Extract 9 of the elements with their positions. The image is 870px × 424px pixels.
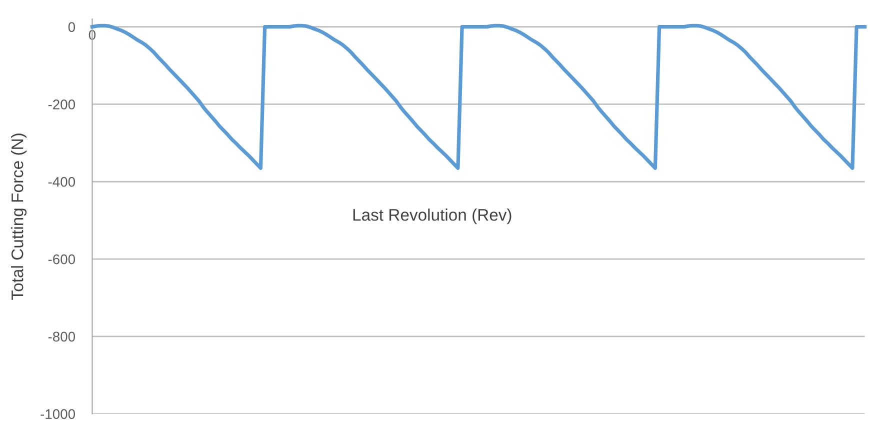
y-tick-label: -800 <box>48 332 76 342</box>
line-series <box>90 24 867 170</box>
y-tick-label: -400 <box>48 176 76 187</box>
y-tick-label: -1000 <box>40 409 76 419</box>
y-tick-label: -200 <box>48 100 76 110</box>
y-tick-label: -600 <box>48 254 76 264</box>
y-tick-label: 0 <box>68 22 76 32</box>
x-axis-title: Last Revolution (Rev) <box>353 208 512 224</box>
y-axis-title: Total Cutting Force (N) <box>11 134 27 300</box>
